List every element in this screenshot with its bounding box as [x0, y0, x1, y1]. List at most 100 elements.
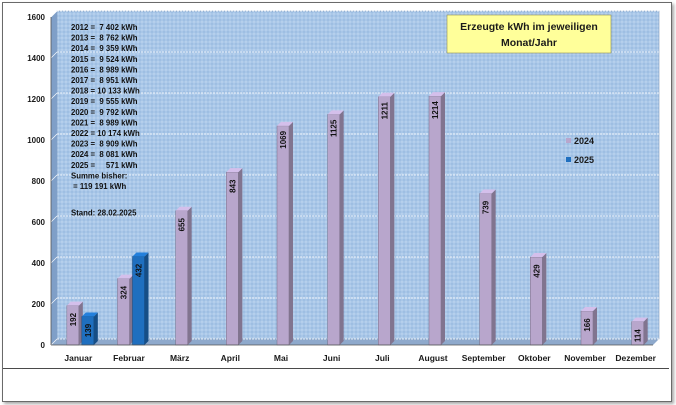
- gridline-depth: [50, 174, 58, 182]
- bar: 432: [132, 252, 149, 346]
- bar: 1069: [276, 121, 293, 346]
- x-tick-label: Januar: [64, 353, 93, 363]
- annotation-line: 2014 = 9 359 kWh: [71, 44, 138, 53]
- chart-title-line-2: Monat/Jahr: [501, 37, 557, 49]
- x-tick-label: September: [462, 353, 507, 363]
- bar-value-label: 114: [634, 329, 643, 342]
- y-tick-label: 800: [32, 177, 46, 186]
- bar-value-label: 655: [178, 218, 187, 232]
- bar: 192: [66, 301, 83, 346]
- x-tick-label: Februar: [113, 353, 145, 363]
- annotation-line: 2023 = 8 909 kWh: [71, 140, 138, 149]
- chart-frame: 0 200 400 600 800 1000 1200 1400 1600 192 139 324 4…: [2, 2, 672, 402]
- annotation-line: = 119 191 kWh: [71, 182, 127, 191]
- x-tick-label: Juni: [323, 353, 340, 363]
- bar-top: [479, 189, 496, 194]
- bar-top: [327, 110, 344, 115]
- bar: 843: [226, 168, 243, 346]
- y-tick-label: 1600: [27, 13, 45, 22]
- bar-top: [66, 301, 83, 306]
- gridline-depth: [50, 256, 58, 264]
- y-axis: 0 200 400 600 800 1000 1200 1400 1600: [27, 13, 52, 350]
- bar: 114: [631, 317, 648, 346]
- bar-front: [226, 171, 239, 346]
- bar-side: [542, 253, 547, 345]
- x-tick-label: März: [170, 353, 189, 363]
- gridline-depth: [50, 51, 58, 59]
- gridline-depth: [50, 92, 58, 100]
- annotation-line: 2020 = 9 792 kWh: [71, 108, 138, 117]
- bar-value-label: 192: [69, 312, 78, 326]
- bar: 139: [81, 312, 98, 346]
- bar-value-label: 429: [532, 264, 541, 278]
- bar-front: [378, 96, 391, 346]
- x-tick-label: Dezember: [615, 353, 656, 363]
- annotation-line: 2012 = 7 402 kWh: [71, 23, 138, 32]
- gridline-depth: [50, 297, 58, 305]
- bar: 655: [175, 206, 192, 346]
- y-tick-label: 1200: [27, 95, 45, 104]
- x-axis: Januar Februar März April Mai Juni Juli August S…: [51, 344, 657, 363]
- x-tick-label: Mai: [274, 353, 288, 363]
- y-tick-label: 0: [41, 341, 46, 350]
- gridline-depth: [50, 215, 58, 223]
- bar-front: [276, 125, 290, 346]
- bar-top: [81, 312, 98, 317]
- bar: 1211: [378, 92, 395, 346]
- stand-date: Stand: 28.02.2025: [71, 209, 137, 218]
- bar-value-label: 1125: [330, 119, 339, 137]
- annotation-line: 2013 = 8 762 kWh: [71, 34, 138, 43]
- x-tick-label: April: [221, 353, 240, 363]
- bar-value-label: 739: [482, 200, 491, 214]
- gridline-depth: [50, 133, 58, 141]
- annotation-line: 2016 = 8 989 kWh: [71, 65, 138, 74]
- bottom-divider: [3, 368, 669, 369]
- legend-swatch-2024: [566, 138, 571, 143]
- y-tick-label: 400: [32, 259, 46, 268]
- gridlines: [50, 10, 659, 346]
- bar-top: [132, 252, 149, 257]
- bar-top: [631, 317, 648, 322]
- bar: 429: [530, 253, 547, 346]
- bar-top: [117, 274, 134, 279]
- annotation-line: 2022 = 10 174 kWh: [71, 129, 140, 138]
- bar-front: [428, 95, 442, 346]
- bar-value-label: 324: [120, 285, 129, 299]
- y-tick-label: 1400: [27, 54, 45, 63]
- bar-side: [238, 168, 243, 345]
- bar-front: [479, 193, 492, 346]
- bar-side: [593, 306, 597, 345]
- bar-side: [187, 206, 192, 345]
- bar-side: [390, 92, 395, 346]
- chart-title-line-1: Erzeugte kWh im jeweiligen: [460, 21, 598, 33]
- y-tick-label: 200: [32, 300, 46, 309]
- bar: 739: [479, 189, 496, 346]
- bar: 324: [117, 274, 134, 346]
- bar-value-label: 1214: [431, 101, 440, 119]
- x-tick-label: November: [564, 353, 606, 363]
- legend-label-2024: 2024: [574, 136, 594, 146]
- bars: 192 139 324 432 655 843 1069 1125 1211 1214 739 429…: [66, 92, 648, 346]
- bar-value-label: 432: [135, 263, 144, 277]
- legend-swatch-2025: [566, 157, 571, 162]
- bar-side: [643, 317, 648, 345]
- x-tick-label: Juli: [375, 353, 390, 363]
- x-tick-label: August: [418, 353, 447, 363]
- bar-value-label: 139: [84, 323, 93, 337]
- legend-label-2025: 2025: [574, 155, 594, 165]
- title-box-background: [446, 14, 612, 54]
- annotation-line: Summe bisher:: [71, 171, 127, 180]
- x-tick-label: Oktober: [518, 353, 551, 363]
- bar-side: [441, 92, 445, 345]
- bar-top: [175, 206, 192, 211]
- bar: 166: [580, 306, 597, 346]
- bar-top: [530, 253, 547, 258]
- bar-side: [144, 252, 149, 345]
- y-tick-label: 600: [32, 218, 46, 227]
- bar-value-label: 1211: [380, 102, 389, 120]
- y-tick-label: 1000: [27, 136, 45, 145]
- bar-top: [378, 92, 395, 97]
- bar-value-label: 166: [583, 318, 592, 332]
- annotation-line: 2021 = 8 989 kWh: [71, 118, 138, 127]
